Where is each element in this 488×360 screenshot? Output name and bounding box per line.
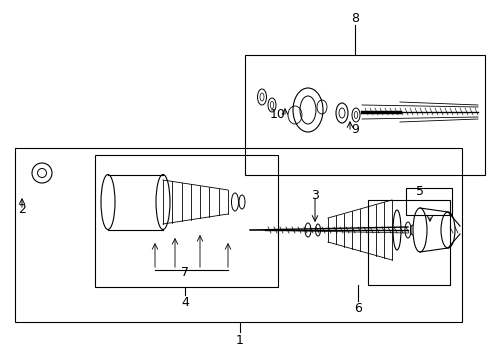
- Bar: [244, 55, 484, 175]
- Bar: [367, 200, 449, 285]
- Text: 7: 7: [181, 266, 189, 279]
- Text: 6: 6: [353, 301, 361, 315]
- Text: 3: 3: [310, 189, 318, 202]
- Text: 4: 4: [181, 296, 188, 309]
- Text: 2: 2: [18, 203, 26, 216]
- Bar: [95, 155, 278, 287]
- Bar: [15, 148, 461, 322]
- Bar: [405, 188, 451, 215]
- Text: 10: 10: [269, 108, 285, 121]
- Ellipse shape: [101, 175, 115, 230]
- Text: 1: 1: [236, 333, 244, 346]
- Text: 8: 8: [350, 12, 358, 24]
- Text: 9: 9: [350, 123, 358, 136]
- Text: 5: 5: [415, 185, 423, 198]
- Ellipse shape: [412, 208, 426, 252]
